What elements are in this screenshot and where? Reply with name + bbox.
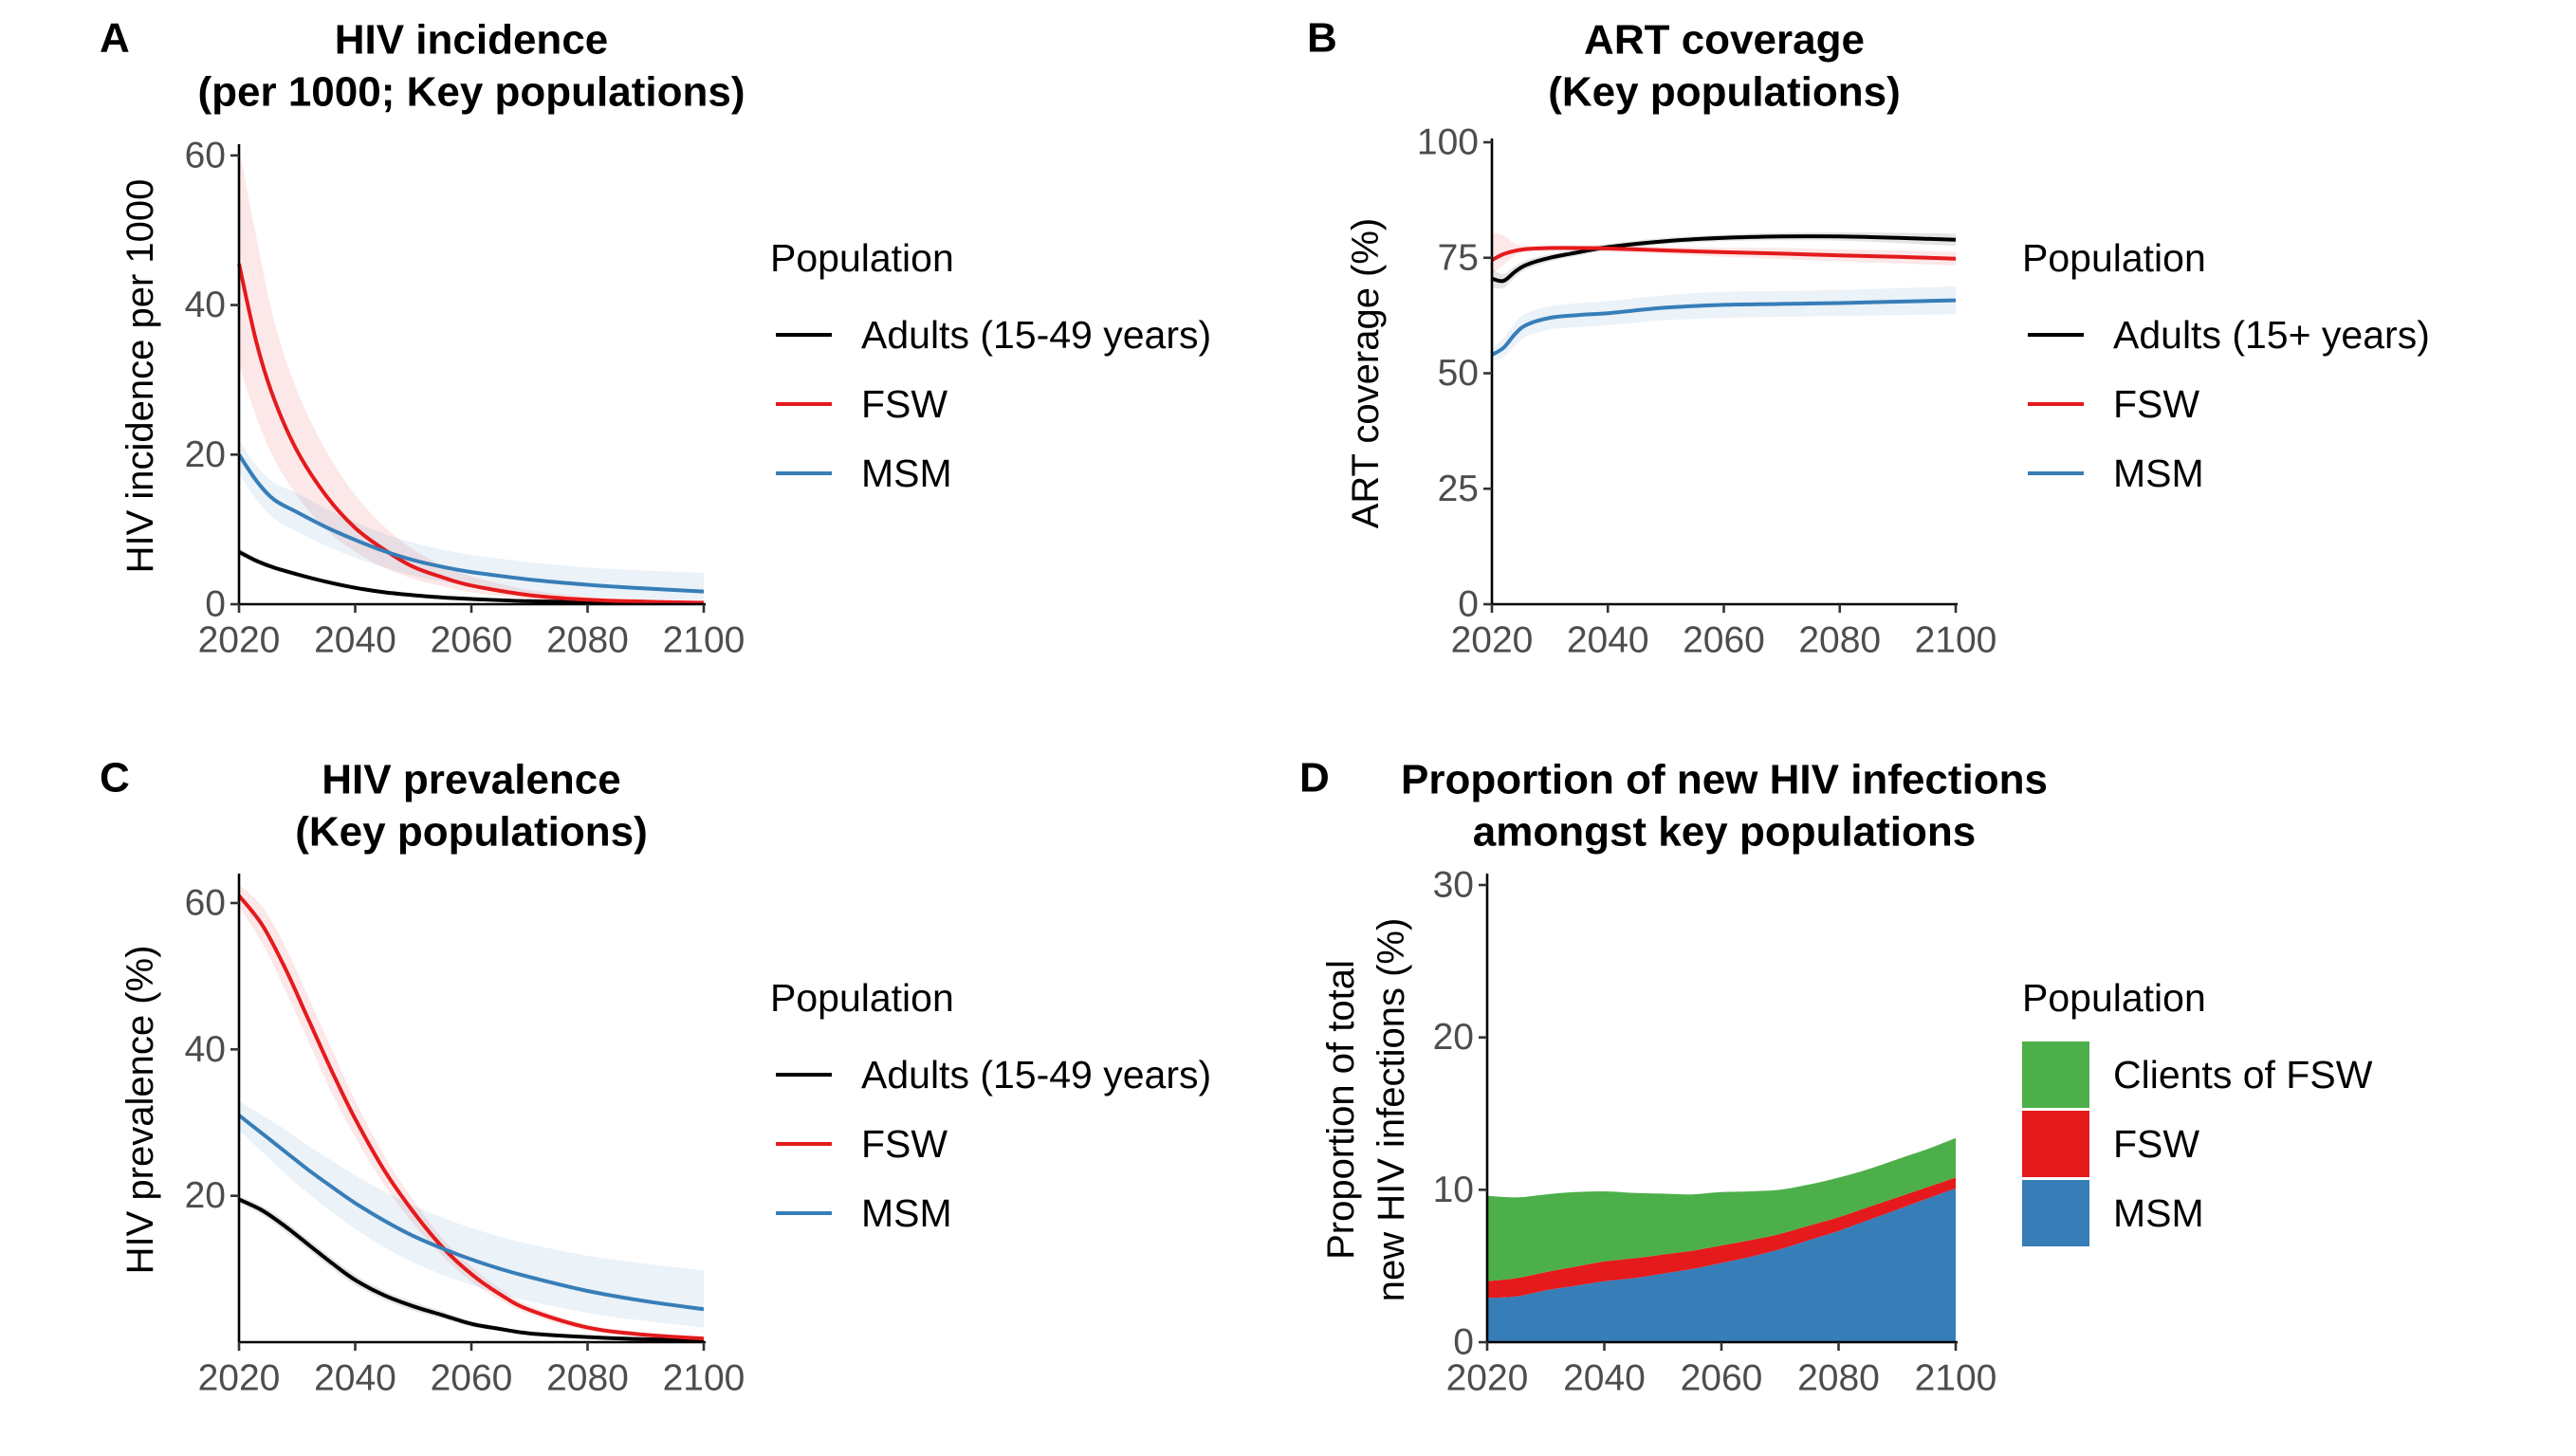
y-tick-label: 25 [1438, 469, 1479, 509]
chart-title-line: amongst key populations [1473, 809, 1977, 856]
panel-letter: C [100, 755, 130, 802]
x-tick-label: 2060 [1683, 620, 1765, 661]
legend-label: Adults (15-49 years) [861, 1053, 1211, 1097]
panel-c: C HIV prevalence(Key populations)2020 2040… [100, 755, 1211, 1399]
panel-d: D Proportion of new HIV infections amongst… [1299, 755, 2373, 1399]
panel-letter: A [100, 15, 130, 62]
chart-title-line: ART coverage [1584, 17, 1865, 64]
legend-label: MSM [861, 1191, 952, 1235]
legend-title: Population [2022, 976, 2206, 1020]
x-tick-label: 2040 [1563, 1358, 1646, 1399]
y-tick-label: 20 [185, 434, 226, 475]
chart-title-line: Proportion of new HIV infections [1401, 757, 2048, 803]
y-axis-label: HIV prevalence (%) [120, 946, 161, 1275]
y-tick-label: 75 [1438, 237, 1479, 278]
x-tick-label: 2080 [1797, 1358, 1880, 1399]
y-tick-label: 20 [1433, 1017, 1474, 1058]
legend-label: Adults (15-49 years) [861, 313, 1211, 357]
series-line [1490, 298, 1957, 357]
legend: Population Clients of FSW FSW MSM [2022, 976, 2373, 1246]
panel-a: A HIV incidence (per 1000; Key populations… [100, 15, 1211, 661]
uncertainty-band [239, 1100, 704, 1328]
y-tick-label: 40 [185, 1029, 226, 1070]
legend-title: Population [2022, 236, 2206, 280]
series-line [237, 1114, 705, 1312]
x-tick-label: 2100 [1915, 1358, 1997, 1399]
legend-label: Adults (15+ years) [2113, 313, 2430, 357]
legend-label: FSW [2113, 382, 2199, 426]
legend-swatch [2022, 1180, 2089, 1246]
x-tick-label: 2060 [431, 620, 513, 661]
y-axis-label: new HIV infections (%) [1371, 918, 1412, 1302]
legend-label: FSW [861, 382, 948, 426]
y-tick-label: 40 [185, 285, 226, 325]
x-tick-label: 2040 [1567, 620, 1649, 661]
legend-label: MSM [861, 452, 952, 495]
x-tick-label: 2040 [314, 620, 396, 661]
x-tick-label: 2100 [1915, 620, 1997, 661]
series-line [238, 550, 705, 605]
area-msm [1487, 1188, 1956, 1342]
area-fsw [1487, 1177, 1956, 1299]
legend-label: MSM [2113, 1191, 2204, 1235]
uncertainty-band [239, 439, 704, 601]
x-tick-label: 2060 [431, 1358, 513, 1399]
panel-letter: D [1299, 755, 1330, 802]
y-tick-label: 50 [1438, 353, 1479, 394]
legend-swatch [2022, 1111, 2089, 1177]
legend-title: Population [770, 976, 954, 1020]
legend-swatch [2022, 1041, 2089, 1108]
chart-title-line: (Key populations) [295, 809, 648, 856]
y-axis-label: HIV incidence per 1000 [120, 179, 161, 574]
x-tick-label: 2020 [198, 620, 281, 661]
series-line [237, 453, 705, 594]
x-tick-label: 2100 [663, 620, 745, 661]
x-tick-label: 2020 [198, 1358, 281, 1399]
chart-title-line: (per 1000; Key populations) [197, 69, 745, 116]
legend-title: Population [770, 236, 954, 280]
series-line [1491, 246, 1957, 262]
area-clients-of-fsw [1487, 1137, 1956, 1281]
series-line [237, 894, 705, 1341]
uncertainty-band [1492, 286, 1956, 362]
y-tick-label: 60 [185, 883, 226, 924]
x-tick-label: 2020 [1446, 1358, 1529, 1399]
x-tick-label: 2020 [1451, 620, 1534, 661]
chart-title-line: HIV prevalence [322, 757, 621, 803]
legend-label: MSM [2113, 452, 2204, 495]
x-tick-label: 2080 [1798, 620, 1881, 661]
y-tick-label: 10 [1433, 1170, 1474, 1210]
uncertainty-band [239, 1195, 704, 1341]
legend-label: FSW [2113, 1122, 2199, 1166]
y-tick-label: 0 [1453, 1322, 1474, 1363]
legend-label: Clients of FSW [2113, 1053, 2373, 1097]
legend: Population Adults (15-49 years) FSW MSM [770, 976, 1211, 1235]
x-tick-label: 2080 [546, 620, 629, 661]
chart-title-line: HIV incidence [335, 17, 609, 64]
legend: Population Adults (15+ years) FSW MSM [2022, 236, 2430, 495]
y-tick-label: 60 [185, 135, 226, 175]
y-tick-label: 100 [1417, 122, 1479, 163]
x-tick-label: 2100 [663, 1358, 745, 1399]
y-tick-label: 30 [1433, 865, 1474, 906]
x-tick-label: 2080 [546, 1358, 629, 1399]
legend: Population Adults (15-49 years) FSW MSM [770, 236, 1211, 495]
y-tick-label: 20 [185, 1175, 226, 1216]
panel-letter: B [1307, 15, 1337, 62]
panel-b: B ART coverage (Key populations) 2020 2040 20… [1307, 15, 2430, 661]
x-tick-label: 2040 [314, 1358, 396, 1399]
legend-label: FSW [861, 1122, 948, 1166]
y-axis-label: ART coverage (%) [1345, 218, 1387, 529]
y-tick-label: 0 [1458, 584, 1479, 625]
x-tick-label: 2060 [1681, 1358, 1763, 1399]
y-axis-label: Proportion of total [1320, 960, 1362, 1260]
series-line [238, 1197, 705, 1342]
y-tick-label: 0 [205, 584, 226, 625]
chart-title-line: (Key populations) [1548, 69, 1901, 116]
